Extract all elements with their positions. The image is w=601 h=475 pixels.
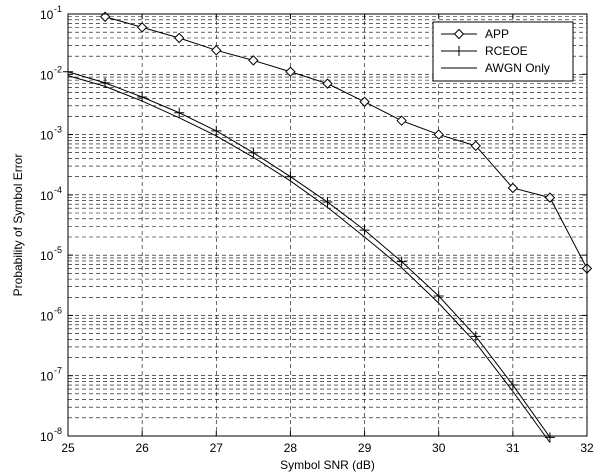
- series-marker: [470, 140, 481, 152]
- series-marker: [433, 291, 444, 302]
- y-tick-label-exponent: -8: [54, 426, 62, 436]
- series-marker: [285, 66, 296, 77]
- y-tick-label: 10 -8: [40, 426, 62, 444]
- legend-label: RCEOE: [485, 44, 528, 58]
- y-tick-label-exponent: -7: [54, 366, 62, 376]
- series-marker: [174, 32, 185, 44]
- series-marker: [322, 78, 333, 89]
- y-tick-label: 10 -1: [40, 4, 62, 22]
- y-tick-label-exponent: -2: [54, 64, 62, 74]
- y-tick-label-exponent: -1: [54, 4, 62, 14]
- legend-item: APP: [441, 27, 509, 41]
- series-marker: [285, 171, 296, 182]
- y-tick-label: 10 -2: [40, 64, 62, 82]
- series-marker: [507, 182, 519, 194]
- legend: APP RCEOE AWGN Only: [432, 21, 574, 82]
- y-tick-label-base: 10: [40, 430, 54, 444]
- x-tick-label: 32: [580, 441, 594, 455]
- series-marker: [211, 45, 222, 56]
- series-marker: [544, 192, 556, 203]
- y-tick-label-base: 10: [40, 309, 54, 323]
- y-tick-label-exponent: -5: [54, 245, 62, 255]
- series-marker: [248, 55, 259, 66]
- series-marker: [453, 28, 465, 40]
- series-marker: [507, 380, 518, 391]
- series-layer: [63, 11, 593, 443]
- y-tick-label-exponent: -6: [54, 305, 62, 315]
- series-marker: [359, 225, 370, 236]
- series-line: [67, 75, 551, 443]
- series-marker: [322, 197, 333, 208]
- x-tick-label: 28: [284, 441, 298, 455]
- y-tick-label: 10 -3: [40, 125, 62, 143]
- x-tick-label: 29: [358, 441, 372, 455]
- y-tick-label-base: 10: [40, 129, 54, 143]
- y-axis-label: Probability of Symbol Error: [11, 154, 25, 297]
- y-tick-label-base: 10: [40, 8, 54, 22]
- series-marker: [137, 91, 148, 102]
- series-line: [67, 71, 551, 438]
- series-marker: [396, 256, 407, 267]
- series-marker: [470, 331, 481, 342]
- y-tick-label: 10 -7: [40, 366, 62, 384]
- series-marker: [136, 22, 148, 33]
- y-tick-label: 10 -5: [40, 245, 62, 263]
- series-marker: [99, 11, 111, 22]
- y-tick-label-base: 10: [40, 370, 54, 384]
- x-axis-label: Symbol SNR (dB): [280, 458, 375, 472]
- y-tick-label-base: 10: [40, 189, 54, 203]
- series-marker: [359, 96, 370, 107]
- y-tick-label-exponent: -3: [54, 125, 62, 135]
- legend-label: APP: [485, 27, 509, 41]
- y-tick-label-base: 10: [40, 249, 54, 263]
- y-tick-label-base: 10: [40, 68, 54, 82]
- ticks: 25 26 27 28 29 30 31 3210-810-710-610-510-410-3…: [40, 4, 594, 455]
- plot-frame: [67, 13, 588, 437]
- x-tick-label: 26: [135, 441, 149, 455]
- legend-item: RCEOE: [441, 44, 528, 58]
- y-tick-label-exponent: -4: [54, 185, 62, 195]
- series-marker: [454, 46, 464, 56]
- grid: [68, 14, 587, 436]
- x-tick-label: 30: [432, 441, 446, 455]
- y-tick-label: 10 -6: [40, 305, 62, 323]
- series-marker: [396, 115, 407, 126]
- x-tick-label: 27: [210, 441, 224, 455]
- y-tick-label: 10 -4: [40, 185, 62, 203]
- series-marker: [211, 125, 222, 136]
- series-line: [104, 16, 588, 269]
- series-marker: [174, 107, 185, 118]
- series-app: [99, 11, 593, 274]
- x-tick-label: 31: [506, 441, 520, 455]
- legend-item: AWGN Only: [441, 61, 550, 75]
- x-tick-label: 25: [61, 441, 75, 455]
- series-marker: [433, 129, 444, 140]
- series-marker: [248, 147, 259, 158]
- series-awgn-only: [67, 75, 551, 443]
- legend-label: AWGN Only: [485, 61, 550, 75]
